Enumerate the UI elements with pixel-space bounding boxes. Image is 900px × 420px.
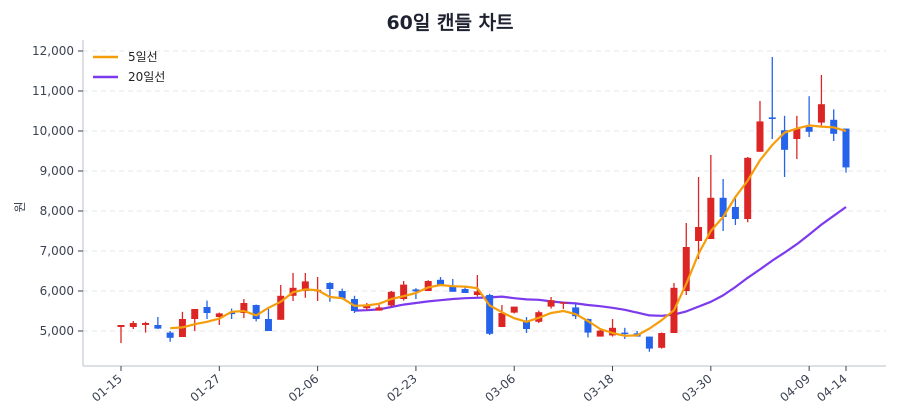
candle — [695, 177, 703, 259]
candle — [363, 303, 371, 311]
candle — [154, 317, 162, 329]
x-tick-label: 02-23 — [384, 372, 420, 405]
y-tick-label: 9,000 — [40, 164, 74, 178]
candle — [191, 309, 199, 331]
candle — [547, 297, 555, 309]
y-axis-ticks: 5,000 6,000 7,000 8,000 9,000 10,000 11,000 12,… — [32, 44, 83, 338]
candle — [658, 332, 666, 349]
y-tick-label: 7,000 — [40, 244, 74, 258]
candle — [498, 305, 506, 327]
candle — [142, 321, 150, 333]
candle — [264, 307, 272, 331]
candle — [375, 305, 383, 311]
x-tick-label: 04-09 — [777, 372, 813, 405]
candle — [744, 157, 752, 223]
candle — [817, 75, 825, 126]
candle — [842, 128, 850, 173]
candle — [559, 302, 567, 309]
candle — [486, 293, 494, 335]
candle — [707, 155, 715, 239]
candle — [400, 281, 408, 301]
y-tick-label: 6,000 — [40, 284, 74, 298]
candles — [117, 57, 850, 352]
y-tick-label: 10,000 — [32, 124, 74, 138]
candle — [572, 303, 580, 319]
candle — [473, 275, 481, 297]
x-tick-label: 03-18 — [581, 372, 617, 405]
candle — [166, 331, 174, 342]
candle — [289, 273, 297, 301]
candle — [117, 325, 125, 343]
candle — [596, 329, 604, 337]
ma20-line — [354, 206, 847, 317]
x-tick-label: 03-30 — [679, 372, 715, 405]
candle — [301, 273, 309, 298]
candle — [645, 336, 653, 352]
candle — [424, 280, 432, 291]
y-tick-label: 8,000 — [40, 204, 74, 218]
x-tick-label: 02-06 — [286, 372, 322, 405]
candle — [830, 109, 838, 141]
candle — [326, 282, 334, 302]
candle — [768, 57, 776, 139]
y-axis-label: 원 — [13, 201, 27, 212]
x-tick-label: 01-27 — [188, 372, 224, 405]
ma5-line — [170, 124, 847, 337]
x-tick-label: 01-15 — [89, 372, 125, 405]
candle — [805, 96, 813, 137]
y-tick-label: 11,000 — [32, 84, 74, 98]
legend-label: 5일선 — [128, 50, 158, 64]
x-tick-label: 04-14 — [814, 372, 850, 405]
candle — [240, 299, 248, 319]
candle — [129, 321, 137, 329]
legend: 5일선 20일선 — [93, 50, 165, 84]
candle — [203, 300, 211, 319]
x-tick-label: 03-06 — [482, 372, 518, 405]
candle — [731, 197, 739, 225]
candle — [228, 308, 236, 319]
x-axis-ticks: 01-15 01-27 02-06 02-23 03-06 03-18 03-30 04-09… — [89, 366, 850, 405]
grid-lines — [83, 50, 886, 332]
candle — [719, 179, 727, 231]
y-tick-label: 5,000 — [40, 324, 74, 338]
candle — [510, 306, 518, 314]
chart-title: 60일 캔들 차트 — [386, 12, 514, 34]
candle — [793, 115, 801, 159]
candle — [178, 311, 186, 337]
axes — [82, 40, 886, 367]
candle — [621, 327, 629, 339]
candle — [252, 304, 260, 322]
candle — [523, 317, 531, 333]
candle — [781, 115, 789, 177]
legend-label: 20일선 — [128, 70, 165, 84]
candle — [756, 101, 764, 152]
y-tick-label: 12,000 — [32, 44, 74, 58]
